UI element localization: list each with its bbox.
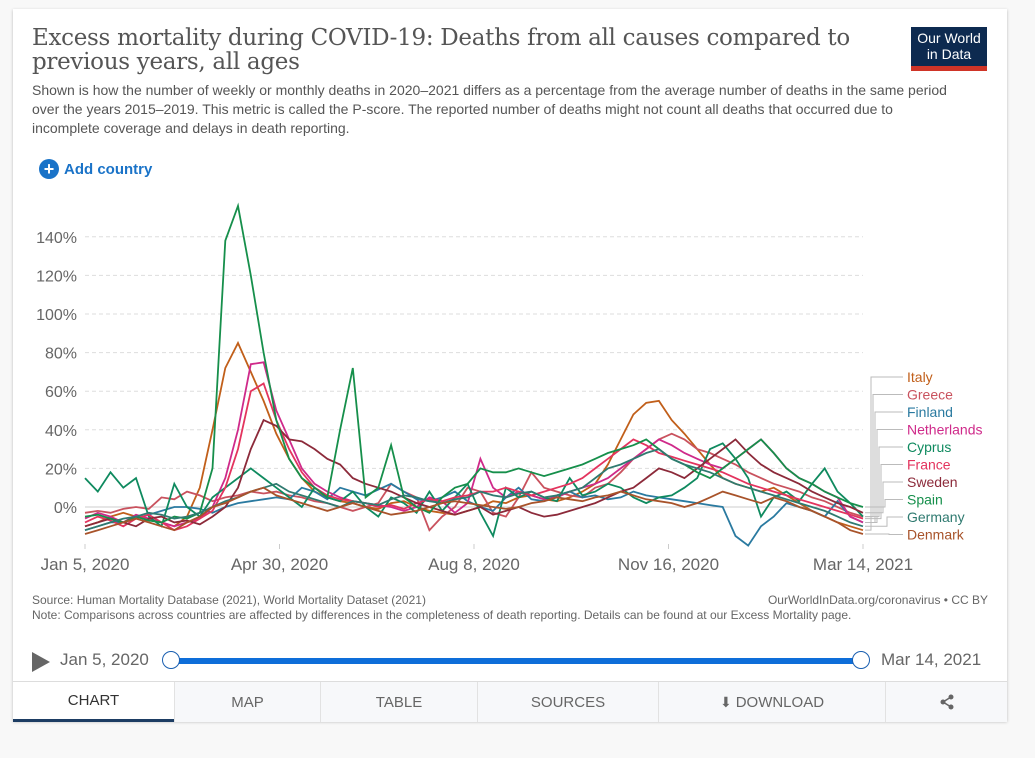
timeline-end-handle[interactable] [852,651,870,669]
x-tick-label: Apr 30, 2020 [231,555,328,574]
legend-label-cyprus[interactable]: Cyprus [907,439,951,455]
legend-connector [865,481,903,514]
series-line-spain[interactable] [84,202,864,524]
tab-sources[interactable]: SOURCES [477,682,658,722]
logo-bar [911,66,987,71]
grid-lines [85,236,863,508]
x-tick-label: Jan 5, 2020 [41,555,130,574]
series-lines [84,202,864,547]
chart-title: Excess mortality during COVID-19: Deaths… [32,25,850,75]
timeline-track[interactable] [171,658,861,664]
legend-label-france[interactable]: France [907,457,951,473]
y-tick-label: 100% [36,307,77,324]
timeline-start-handle[interactable] [162,651,180,669]
series-line-denmark[interactable] [84,486,864,535]
share-icon [940,694,953,710]
x-tick-label: Aug 8, 2020 [428,555,520,574]
source-text: Source: Human Mortality Database (2021),… [32,593,426,607]
source-note: Source: Human Mortality Database (2021),… [32,593,942,623]
series-line-italy[interactable] [84,340,864,532]
logo-line2: in Data [926,46,972,62]
add-country-label: Add country [64,160,153,178]
y-tick-label: 60% [45,384,77,401]
legend-label-greece[interactable]: Greece [907,387,953,403]
add-country-button[interactable]: + Add country [39,159,152,179]
timeline-start-label: Jan 5, 2020 [60,650,149,669]
y-tick-label: 0% [54,500,77,517]
legend-connector [865,464,903,520]
bottom-tabs: CHART MAP TABLE SOURCES ⬇ DOWNLOAD [13,681,1007,722]
legend-connector [865,446,903,518]
legend-connector [865,499,903,508]
legend-label-netherlands[interactable]: Netherlands [907,422,983,438]
plus-circle-icon: + [39,159,59,179]
footer-url-link[interactable]: OurWorldInData.org/coronavirus • CC BY [767,593,988,607]
legend-label-germany[interactable]: Germany [907,509,965,525]
legend-connector [865,376,903,531]
series-line-netherlands[interactable] [84,361,864,528]
chart-subtitle: Shown is how the number of weekly or mon… [32,82,947,136]
y-tick-label: 120% [36,268,77,285]
timeline: Jan 5, 2020 Mar 14, 2021 [32,649,992,673]
tab-map[interactable]: MAP [174,682,320,722]
series-line-cyprus[interactable] [84,442,864,539]
x-axis-ticks: Jan 5, 2020 Apr 30, 2020 Aug 8, 2020 Nov 16… [41,544,913,574]
owid-logo[interactable]: Our World in Data [911,27,987,71]
note-text: Note: Comparisons across countries are a… [32,608,852,622]
legend-label-denmark[interactable]: Denmark [907,527,965,543]
download-icon: ⬇ [719,693,732,710]
legend-label-italy[interactable]: Italy [907,369,933,385]
y-tick-label: 20% [45,461,77,478]
download-label: DOWNLOAD [735,693,825,711]
legend-label-finland[interactable]: Finland [907,404,953,420]
tab-table[interactable]: TABLE [320,682,477,722]
tab-download[interactable]: ⬇ DOWNLOAD [658,682,885,722]
play-icon[interactable] [32,652,50,672]
tab-share[interactable] [885,682,1007,722]
legend-label-sweden[interactable]: Sweden [907,474,958,490]
timeline-end-label: Mar 14, 2021 [881,650,982,669]
y-tick-label: 80% [45,346,77,363]
chart-card: Excess mortality during COVID-19: Deaths… [13,9,1007,722]
y-tick-label: 140% [36,230,77,247]
line-chart: 0% 20% 40% 60% 80% 100% 120% 140% Jan 5, 2020 Ap… [36,202,983,574]
x-tick-label: Nov 16, 2020 [618,555,719,574]
series-line-sweden[interactable] [84,418,864,528]
legend-connector [865,429,903,523]
y-tick-label: 40% [45,423,77,440]
x-tick-label: Mar 14, 2021 [813,555,913,574]
legend-connector [865,516,903,527]
y-axis-ticks: 0% 20% 40% 60% 80% 100% 120% 140% [36,230,77,517]
tab-chart[interactable]: CHART [13,682,174,722]
legend-label-spain[interactable]: Spain [907,492,943,508]
logo-line1: Our World [917,30,981,46]
